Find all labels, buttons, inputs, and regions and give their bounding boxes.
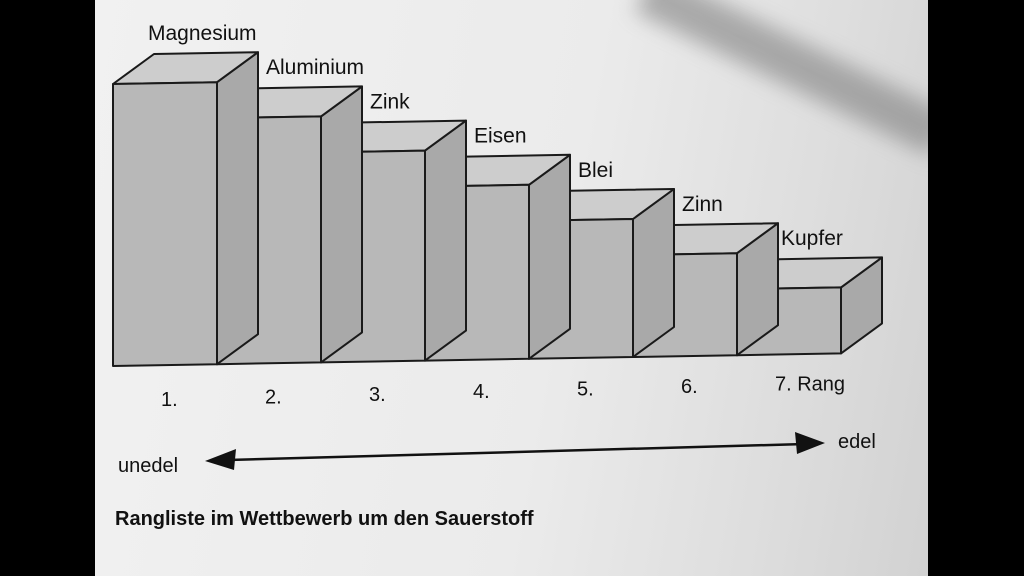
bars-layer — [112, 51, 883, 367]
labels-layer: Kupfer Zinn Blei Eisen Zink Aluminium Magnesiu… — [148, 22, 843, 250]
scale-arrow-right-head — [795, 432, 825, 454]
scale-left-label: unedel — [118, 455, 178, 477]
scale-arrow-line — [227, 442, 806, 462]
bar-side — [528, 153, 571, 360]
bar-side — [424, 119, 467, 362]
rank-label: 2. — [265, 386, 282, 408]
bar-label: Magnesium — [148, 22, 257, 45]
rank-label: 1. — [161, 389, 178, 411]
bar-label: Blei — [578, 159, 613, 182]
rank-label: 5. — [577, 379, 594, 401]
bar-side — [216, 51, 259, 366]
rank-label: 3. — [369, 384, 386, 406]
bar-label: Eisen — [474, 125, 527, 148]
bar-magnesium — [112, 51, 259, 367]
scale-right-label: edel — [838, 431, 876, 453]
scale-arrow-left-head — [205, 449, 236, 470]
bar-label: Aluminium — [266, 56, 364, 79]
noble-scale: unedel edel — [118, 431, 876, 477]
chart-caption: Rangliste im Wettbewerb um den Sauerstof… — [115, 508, 534, 530]
bar-front — [112, 81, 218, 367]
bar-label: Zinn — [682, 193, 723, 216]
ranks-layer: 7. Rang 6. 5. 4. 3. 2. 1. — [161, 373, 845, 411]
bar-label: Zink — [370, 90, 410, 113]
bar-side — [320, 85, 363, 364]
rank-label: 4. — [473, 381, 490, 403]
rank-label: 6. — [681, 376, 698, 398]
bar-label: Kupfer — [781, 227, 843, 250]
rank-label: 7. Rang — [775, 373, 845, 395]
